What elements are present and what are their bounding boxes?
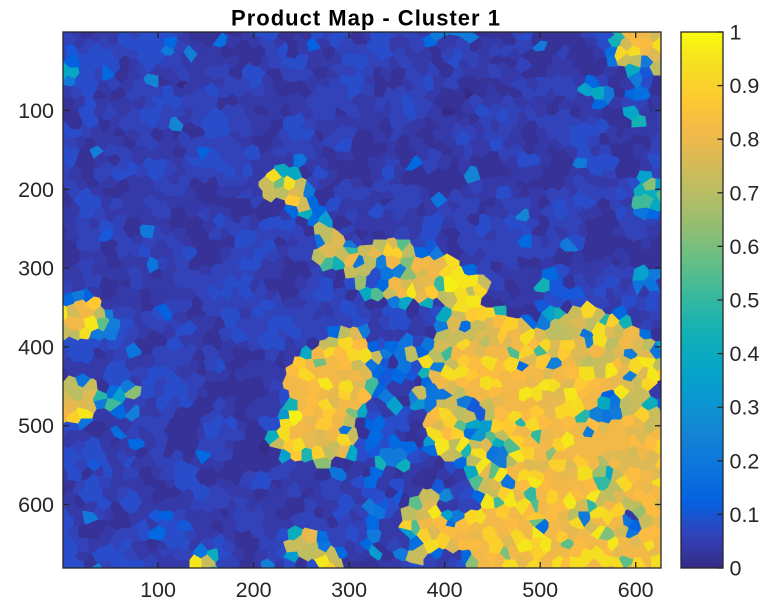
svg-text:600: 600 (618, 578, 654, 602)
svg-text:0.3: 0.3 (730, 396, 760, 420)
svg-text:0.5: 0.5 (730, 289, 760, 313)
svg-text:0.9: 0.9 (730, 74, 760, 98)
svg-text:500: 500 (522, 578, 558, 602)
svg-text:1: 1 (730, 21, 742, 45)
svg-text:200: 200 (18, 178, 54, 202)
svg-text:0.6: 0.6 (730, 235, 760, 259)
svg-text:0: 0 (730, 557, 742, 581)
svg-text:0.1: 0.1 (730, 503, 760, 527)
svg-text:200: 200 (236, 578, 272, 602)
svg-text:600: 600 (18, 493, 54, 517)
svg-text:0.8: 0.8 (730, 128, 760, 152)
svg-text:0.4: 0.4 (730, 342, 760, 366)
svg-text:0.2: 0.2 (730, 449, 760, 473)
svg-text:300: 300 (18, 257, 54, 281)
svg-text:100: 100 (140, 578, 176, 602)
svg-text:Product Map - Cluster 1: Product Map - Cluster 1 (231, 6, 501, 31)
svg-text:400: 400 (18, 335, 54, 359)
svg-text:100: 100 (18, 99, 54, 123)
svg-text:400: 400 (427, 578, 463, 602)
svg-text:300: 300 (331, 578, 367, 602)
svg-text:0.7: 0.7 (730, 181, 760, 205)
svg-text:500: 500 (18, 414, 54, 438)
